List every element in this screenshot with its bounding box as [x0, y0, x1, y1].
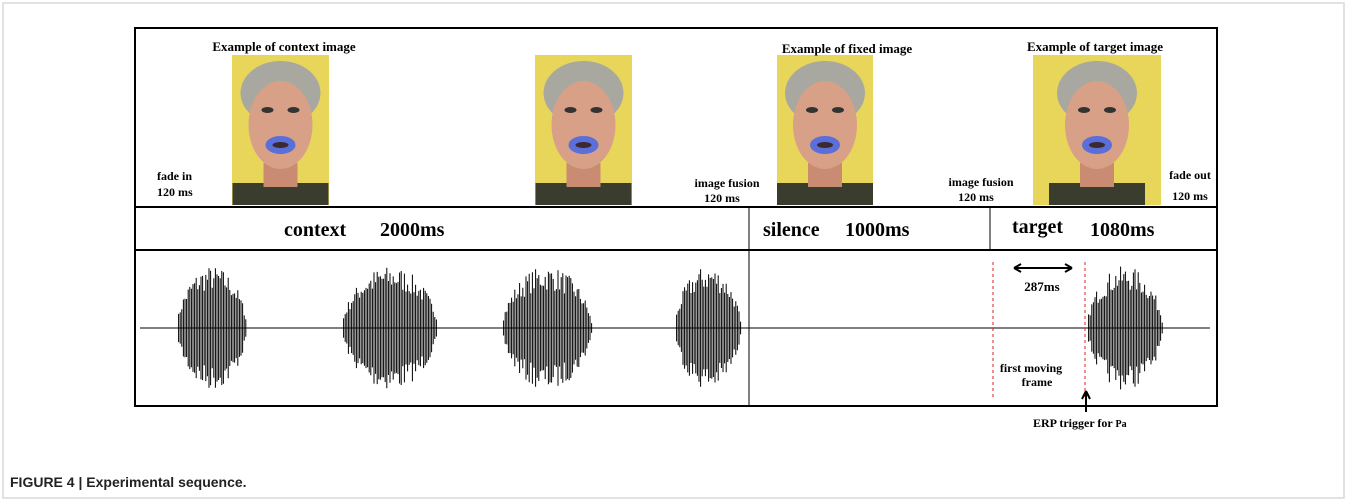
eye [1104, 107, 1116, 113]
interval-label: 287ms [1024, 279, 1059, 294]
figure-box [134, 27, 1218, 407]
transition-label: fade out [1169, 168, 1211, 182]
eye [806, 107, 818, 113]
shirt [232, 183, 329, 205]
face-images [232, 55, 1161, 205]
speech-burst [343, 267, 437, 389]
trigger-text: ERP trigger for [1033, 416, 1113, 430]
image-title: Example of target image [1027, 39, 1163, 54]
shirt [1049, 183, 1145, 205]
segment-name: silence [763, 219, 820, 241]
onset-label: frame [1022, 375, 1053, 389]
segment-name: target [1012, 216, 1063, 238]
face-image [777, 55, 873, 205]
transition-label: 120 ms [958, 190, 994, 204]
eye [832, 107, 844, 113]
face-image [535, 55, 632, 205]
segment-duration: 1000ms [845, 219, 910, 241]
transition-label: image fusion [948, 175, 1013, 189]
segment-duration: 1080ms [1090, 219, 1155, 241]
transition-label: image fusion [694, 176, 759, 190]
speech-burst [1088, 266, 1163, 390]
eye [590, 107, 603, 113]
transition-label: 120 ms [704, 191, 740, 205]
eye [287, 107, 300, 113]
speech-burst [676, 269, 742, 387]
shirt [535, 183, 632, 205]
trigger-sub: Pa [1116, 419, 1127, 430]
waveform [178, 266, 1163, 390]
face-image [232, 55, 329, 205]
segment-duration: 2000ms [380, 219, 445, 241]
face-image [1033, 55, 1161, 205]
speech-burst [178, 268, 247, 388]
mouth [817, 142, 833, 148]
face [1065, 81, 1129, 169]
mouth [575, 142, 592, 148]
image-title: Example of fixed image [782, 41, 913, 56]
mouth [1089, 142, 1105, 148]
face [248, 81, 313, 169]
onset-label: first moving [1000, 361, 1062, 375]
eye [1078, 107, 1090, 113]
caption: FIGURE 4 | Experimental sequence. [10, 474, 247, 490]
face [793, 81, 857, 169]
transition-label: 120 ms [157, 185, 193, 199]
eye [564, 107, 577, 113]
image-title: Example of context image [212, 39, 356, 54]
eye [261, 107, 274, 113]
shirt [777, 183, 873, 205]
trigger-label: ERP trigger for Pa [1033, 416, 1127, 430]
interval-arrow [1013, 263, 1073, 273]
transition-label: fade in [157, 169, 192, 183]
mouth [272, 142, 289, 148]
speech-burst [503, 269, 593, 387]
face [551, 81, 616, 169]
transition-label: 120 ms [1172, 189, 1208, 203]
segment-name: context [284, 219, 347, 241]
trigger-arrow [1081, 390, 1091, 412]
